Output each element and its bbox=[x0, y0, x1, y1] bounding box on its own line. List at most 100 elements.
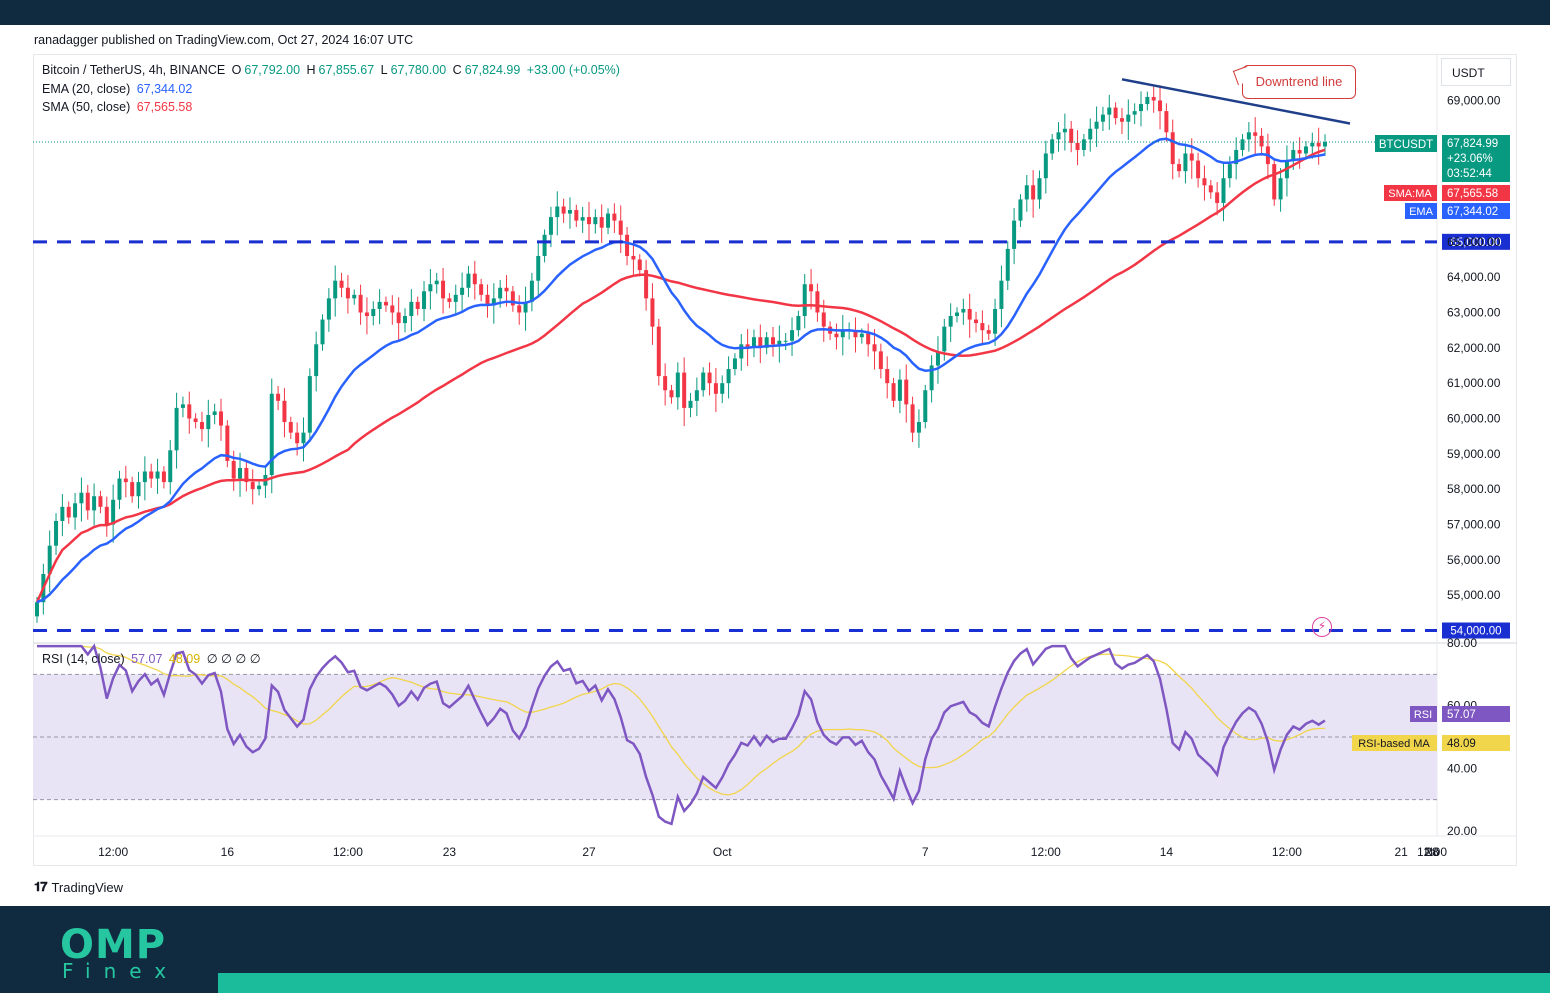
candle-down[interactable] bbox=[885, 369, 890, 384]
candle-up[interactable] bbox=[1221, 178, 1226, 203]
downtrend-callout[interactable]: Downtrend line bbox=[1242, 65, 1356, 99]
candle-up[interactable] bbox=[238, 467, 243, 479]
candle-up[interactable] bbox=[523, 301, 528, 313]
candle-up[interactable] bbox=[168, 450, 173, 483]
candle-up[interactable] bbox=[739, 344, 744, 359]
candle-down[interactable] bbox=[771, 337, 775, 345]
candle-down[interactable] bbox=[161, 471, 166, 483]
candle-down[interactable] bbox=[599, 217, 604, 228]
candle-up[interactable] bbox=[606, 213, 611, 228]
candle-up[interactable] bbox=[47, 545, 52, 574]
candle-up[interactable] bbox=[136, 482, 141, 497]
candle-up[interactable] bbox=[935, 351, 940, 366]
candle-down[interactable] bbox=[479, 284, 484, 295]
candle-down[interactable] bbox=[187, 404, 192, 419]
candle-up[interactable] bbox=[1107, 107, 1112, 115]
rsi-legend[interactable]: RSI (14, close) 57.07 48.09 ∅ ∅ ∅ ∅ bbox=[42, 651, 264, 666]
candle-down[interactable] bbox=[1119, 118, 1124, 122]
candle-down[interactable] bbox=[986, 330, 991, 334]
candle-down[interactable] bbox=[295, 432, 300, 444]
candle-up[interactable] bbox=[453, 294, 458, 302]
candle-up[interactable] bbox=[212, 411, 217, 415]
candle-up[interactable] bbox=[73, 503, 78, 518]
candle-up[interactable] bbox=[409, 301, 414, 317]
candle-up[interactable] bbox=[955, 312, 959, 317]
candle-up[interactable] bbox=[1050, 139, 1055, 154]
candle-up[interactable] bbox=[993, 308, 998, 334]
candle-up[interactable] bbox=[1278, 178, 1283, 200]
candle-down[interactable] bbox=[561, 206, 566, 214]
candle-up[interactable] bbox=[720, 383, 725, 394]
candle-up[interactable] bbox=[1024, 185, 1029, 200]
candle-up[interactable] bbox=[802, 284, 807, 317]
candle-down[interactable] bbox=[199, 422, 204, 430]
candle-down[interactable] bbox=[1075, 142, 1080, 150]
candle-down[interactable] bbox=[441, 280, 446, 299]
candle-up[interactable] bbox=[35, 602, 39, 617]
candle-up[interactable] bbox=[206, 414, 211, 430]
candle-down[interactable] bbox=[244, 467, 249, 483]
candle-up[interactable] bbox=[60, 506, 65, 521]
rsi-line[interactable] bbox=[37, 643, 1326, 826]
candle-up[interactable] bbox=[269, 393, 274, 476]
candle-up[interactable] bbox=[54, 520, 59, 546]
candle-up[interactable] bbox=[371, 308, 376, 317]
candle-down[interactable] bbox=[383, 301, 388, 306]
candle-down[interactable] bbox=[853, 330, 858, 338]
candle-up[interactable] bbox=[1132, 111, 1137, 115]
candle-up[interactable] bbox=[675, 372, 680, 398]
candle-down[interactable] bbox=[282, 400, 287, 423]
candle-down[interactable] bbox=[821, 312, 826, 327]
candle-up[interactable] bbox=[796, 316, 801, 331]
candle-down[interactable] bbox=[485, 294, 490, 306]
candle-up[interactable] bbox=[751, 337, 756, 348]
candle-down[interactable] bbox=[872, 344, 877, 352]
candle-up[interactable] bbox=[726, 369, 731, 384]
ema-legend[interactable]: EMA (20, close) 67,344.02 bbox=[42, 82, 195, 96]
candle-down[interactable] bbox=[713, 383, 718, 394]
candle-up[interactable] bbox=[790, 330, 795, 341]
candle-up[interactable] bbox=[1094, 121, 1099, 129]
candle-down[interactable] bbox=[656, 326, 661, 377]
candle-up[interactable] bbox=[1100, 114, 1105, 122]
candle-down[interactable] bbox=[866, 333, 871, 345]
candle-down[interactable] bbox=[339, 280, 344, 288]
candle-up[interactable] bbox=[948, 316, 953, 327]
candle-down[interactable] bbox=[587, 217, 591, 225]
candle-up[interactable] bbox=[111, 499, 116, 525]
candle-up[interactable] bbox=[923, 390, 928, 423]
candle-up[interactable] bbox=[498, 287, 503, 299]
candle-down[interactable] bbox=[104, 506, 109, 525]
candle-down[interactable] bbox=[625, 234, 630, 256]
candle-up[interactable] bbox=[1234, 149, 1239, 165]
candle-up[interactable] bbox=[1126, 114, 1131, 122]
candle-down[interactable] bbox=[1177, 164, 1182, 172]
candle-down[interactable] bbox=[1151, 96, 1156, 101]
candle-down[interactable] bbox=[1164, 111, 1169, 133]
candle-up[interactable] bbox=[1081, 139, 1086, 150]
candle-down[interactable] bbox=[1069, 128, 1074, 143]
candle-down[interactable] bbox=[396, 312, 401, 324]
candle-up[interactable] bbox=[403, 316, 407, 324]
tradingview-brand[interactable]: 𝟏𝟕 TradingView bbox=[34, 879, 123, 895]
candle-down[interactable] bbox=[574, 210, 579, 221]
candle-up[interactable] bbox=[1183, 153, 1188, 172]
candle-up[interactable] bbox=[460, 287, 465, 295]
candle-down[interactable] bbox=[650, 298, 655, 327]
candle-up[interactable] bbox=[694, 390, 699, 401]
candle-down[interactable] bbox=[980, 323, 985, 331]
candle-down[interactable] bbox=[904, 379, 909, 405]
candle-up[interactable] bbox=[326, 298, 331, 320]
currency-unit-button[interactable]: USDT bbox=[1441, 58, 1511, 86]
symbol-legend[interactable]: Bitcoin / TetherUS, 4h, BINANCE O 67,792.… bbox=[42, 63, 623, 77]
candle-down[interactable] bbox=[612, 213, 617, 221]
candle-down[interactable] bbox=[390, 305, 395, 313]
candle-up[interactable] bbox=[428, 284, 433, 292]
candle-up[interactable] bbox=[567, 210, 572, 214]
candle-down[interactable] bbox=[517, 305, 522, 313]
candle-up[interactable] bbox=[1303, 146, 1308, 154]
candle-down[interactable] bbox=[1215, 192, 1220, 203]
candle-up[interactable] bbox=[180, 404, 185, 408]
candle-up[interactable] bbox=[580, 217, 585, 221]
candle-up[interactable] bbox=[307, 376, 312, 433]
